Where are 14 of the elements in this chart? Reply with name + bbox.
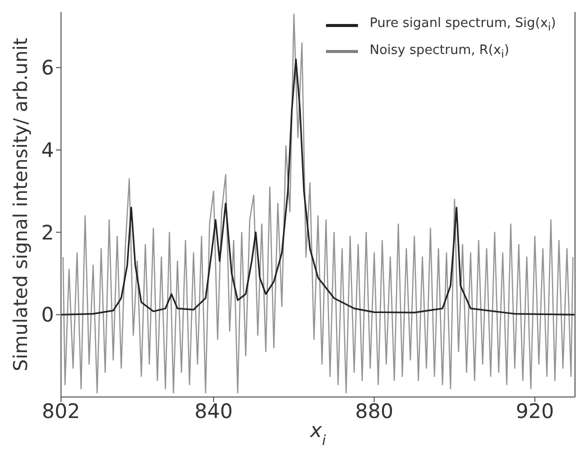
y-tick-label: 2 xyxy=(41,220,54,244)
x-tick-label: 880 xyxy=(355,399,394,424)
legend-label: Pure siganl spectrum, Sig(x$_{i}$) xyxy=(370,15,556,36)
y-tick-label: 6 xyxy=(41,56,54,80)
x-tick-label: 802 xyxy=(42,399,80,424)
x-tick-label: 920 xyxy=(516,399,554,424)
x-axis-title: x$_{i}$ xyxy=(309,418,326,449)
x-tick-label: 840 xyxy=(194,399,233,424)
y-axis-title: Simulated signal intensity/ arb.unit xyxy=(10,38,32,372)
line-series xyxy=(61,58,575,316)
line-series xyxy=(62,13,574,394)
y-tick-label: 0 xyxy=(41,302,54,327)
legend-label: Noisy spectrum, R(x$_{i}$) xyxy=(370,42,510,62)
y-tick-label: 4 xyxy=(41,138,54,162)
